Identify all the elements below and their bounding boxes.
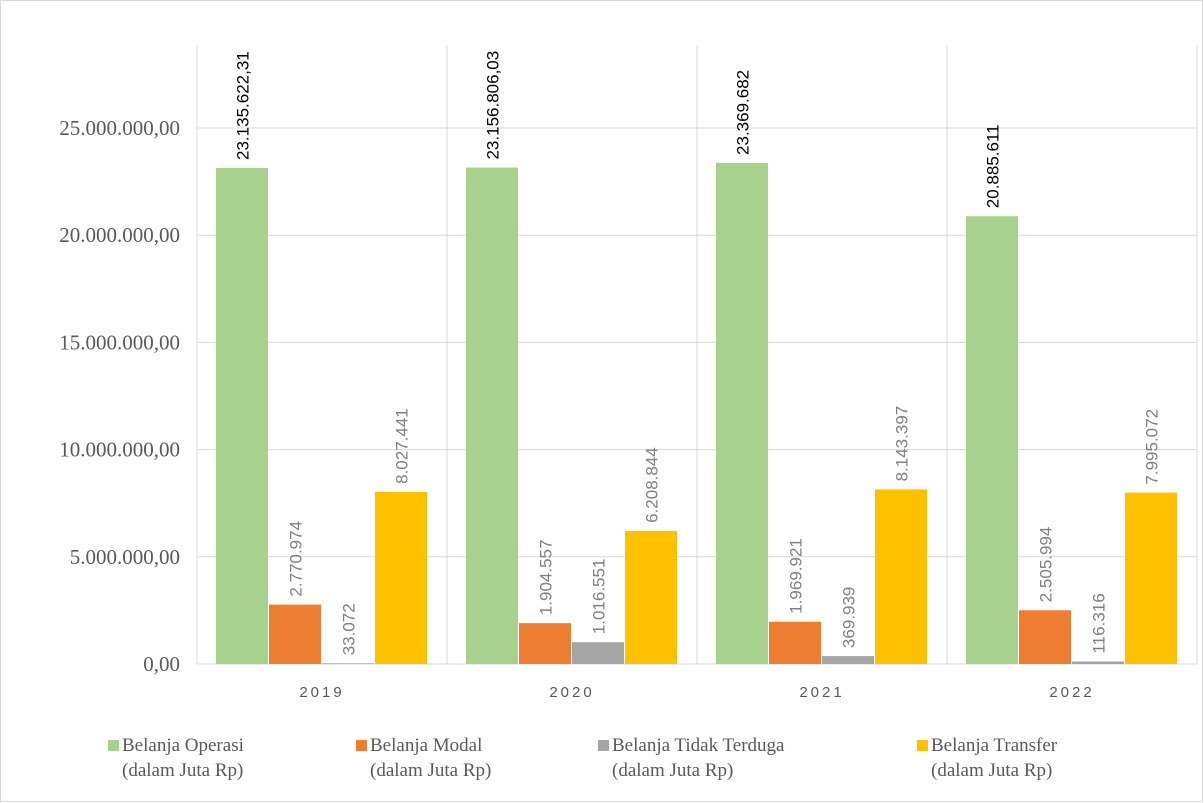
x-axis-tick-labels: 2019 2020 2021 2022 [299, 684, 1094, 701]
legend: Belanja Operasi (dalam Juta Rp) Belanja Mo… [108, 735, 1058, 781]
legend-label: (dalam Juta Rp) [370, 760, 491, 781]
data-label: 23.369.682 [734, 70, 753, 155]
legend-label: Belanja Tidak Terduga [612, 735, 785, 756]
y-tick-label: 5.000.000,00 [70, 545, 180, 569]
bar-2019-series-1 [216, 167, 268, 664]
bar-2020-series-4 [625, 530, 677, 664]
legend-swatch [917, 740, 928, 751]
data-label: 33.072 [340, 603, 359, 655]
legend-swatch [108, 740, 119, 751]
legend-label: (dalam Juta Rp) [931, 760, 1052, 781]
legend-swatch [356, 740, 367, 751]
data-label: 2.770.974 [287, 521, 306, 597]
bar-2019-series-3 [322, 663, 374, 664]
bar-2021-series-1 [716, 162, 768, 664]
data-label: 8.143.397 [893, 406, 912, 482]
data-label: 8.027.441 [393, 408, 412, 484]
x-tick-label: 2020 [549, 684, 594, 701]
x-tick-label: 2019 [299, 684, 344, 701]
data-label: 2.505.994 [1037, 527, 1056, 603]
data-label: 1.904.557 [537, 540, 556, 616]
data-label: 7.995.072 [1143, 409, 1162, 485]
legend-label: Belanja Transfer [931, 735, 1058, 756]
legend-label: (dalam Juta Rp) [122, 760, 243, 781]
legend-swatch [598, 740, 609, 751]
legend-label: Belanja Operasi [122, 735, 244, 756]
y-axis-tick-labels: 0,00 5.000.000,00 10.000.000,00 15.000.000,… [59, 116, 180, 676]
y-tick-label: 15.000.000,00 [59, 330, 180, 354]
data-label: 1.969.921 [787, 538, 806, 614]
data-label: 6.208.844 [643, 447, 662, 523]
legend-label: Belanja Modal [370, 735, 482, 756]
bar-2020-series-1 [466, 167, 518, 665]
bar-2021-series-3 [822, 656, 874, 664]
data-label: 20.885.611 [984, 124, 1003, 208]
y-tick-label: 25.000.000,00 [59, 116, 180, 140]
x-tick-label: 2021 [799, 684, 844, 701]
y-tick-label: 10.000.000,00 [59, 438, 180, 462]
y-tick-label: 0,00 [143, 652, 180, 676]
data-label: 23.156.806,03 [484, 51, 503, 160]
data-label: 369.939 [840, 587, 859, 648]
x-tick-label: 2022 [1049, 684, 1094, 701]
legend-label: (dalam Juta Rp) [612, 760, 733, 781]
bar-2021-series-4 [875, 489, 927, 664]
data-label: 23.135.622,31 [234, 51, 253, 160]
bar-2021-series-2 [769, 621, 821, 664]
bar-2022-series-4 [1125, 492, 1177, 664]
bar-2020-series-2 [519, 623, 571, 664]
bar-2019-series-4 [375, 491, 427, 664]
data-labels: 23.135.622,31 2.770.974 33.072 8.027.441 23.… [234, 51, 1162, 655]
bar-2020-series-3 [572, 642, 624, 664]
data-label: 116.316 [1090, 593, 1109, 653]
y-tick-label: 20.000.000,00 [59, 223, 180, 247]
bar-2022-series-3 [1072, 661, 1124, 664]
bar-2022-series-2 [1019, 610, 1071, 664]
bars [216, 162, 1177, 665]
bar-2019-series-2 [269, 604, 321, 664]
bar-2022-series-1 [966, 216, 1018, 664]
data-label: 1.016.551 [590, 559, 609, 635]
